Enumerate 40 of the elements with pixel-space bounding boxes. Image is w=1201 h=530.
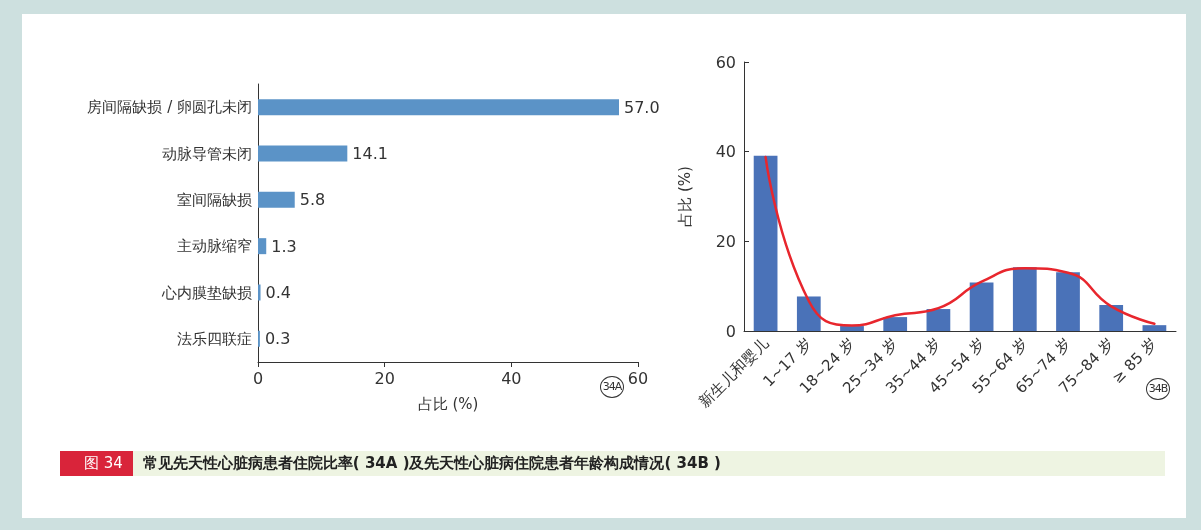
bar [258, 284, 261, 301]
bar [1056, 272, 1080, 331]
y-axis-title: 占比 (%) [675, 166, 694, 227]
x-tick-label: 60 [627, 368, 649, 388]
bar [796, 296, 821, 331]
text: 34B [1146, 378, 1170, 400]
bar [926, 309, 951, 331]
data-label: 57.0 [624, 97, 660, 117]
bar [258, 238, 267, 255]
bar [753, 155, 778, 331]
bar [1099, 305, 1124, 331]
x-tick-label: 40 [501, 368, 522, 388]
data-label: 0.3 [264, 329, 291, 349]
bar [1142, 325, 1167, 331]
bar [969, 282, 994, 331]
y-tick-label: 法乐四联症 [177, 329, 252, 348]
y-tick-label: 心内膜垫缺损 [161, 283, 252, 302]
bar [1012, 267, 1037, 331]
y-tick-label: 60 [715, 52, 736, 72]
text: 常见先天性心脏病患者住院比率( 34A )及先天性心脏病住院患者年龄构成情况( 34B ) [142, 454, 721, 473]
x-tick-label: 20 [374, 368, 395, 388]
caption: 图 34 [60, 451, 133, 476]
y-tick-label: 40 [715, 142, 736, 162]
bar [258, 191, 295, 208]
data-label: 5.8 [299, 190, 326, 210]
data-label: 14.1 [352, 144, 388, 163]
bar [258, 99, 619, 116]
x-axis-title: 占比 (%) [417, 394, 479, 413]
y-tick-label: 20 [715, 231, 736, 251]
y-tick-label: 房间隔缺损 / 卵圆孔未闭 [87, 98, 252, 117]
bar [883, 317, 908, 331]
data-label: 0.4 [265, 283, 291, 302]
y-tick-label: 室间隔缺损 [177, 190, 252, 209]
y-tick-label: 主动脉缩窄 [177, 237, 252, 256]
line-series [764, 155, 1156, 327]
bar [258, 145, 348, 162]
data-label: 1.3 [271, 236, 297, 256]
y-tick-label: 0 [725, 321, 736, 341]
text: 34A [600, 376, 624, 398]
y-tick-label: 动脉导管未闭 [162, 144, 252, 163]
